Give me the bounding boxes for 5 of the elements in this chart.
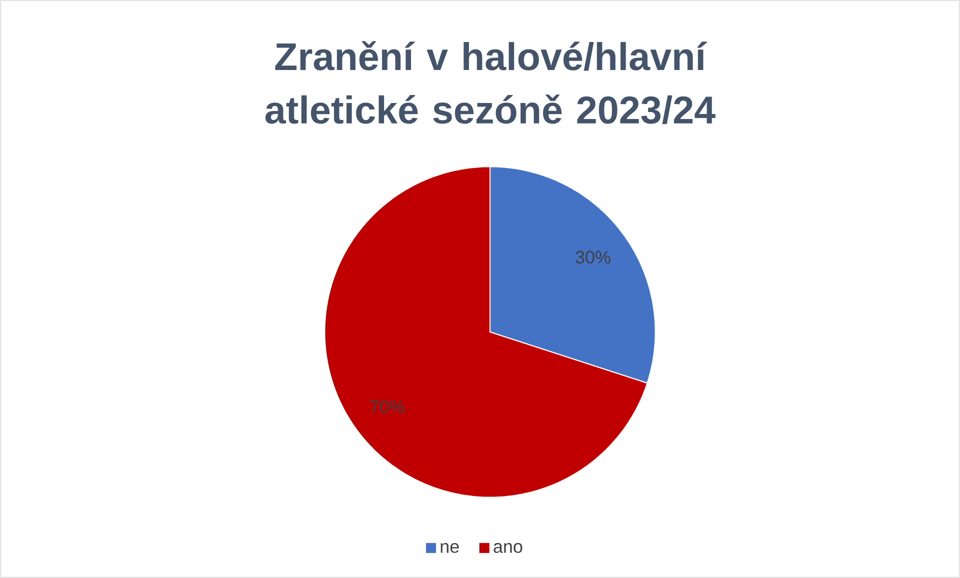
legend-label: ano (494, 543, 522, 553)
chart-title: Zranění v halové/hlavní atletické sezóně 2023/24 (265, 41, 716, 124)
data-label: 70% (370, 400, 404, 414)
data-label: 30% (576, 250, 610, 264)
legend-label: ne (440, 543, 459, 553)
